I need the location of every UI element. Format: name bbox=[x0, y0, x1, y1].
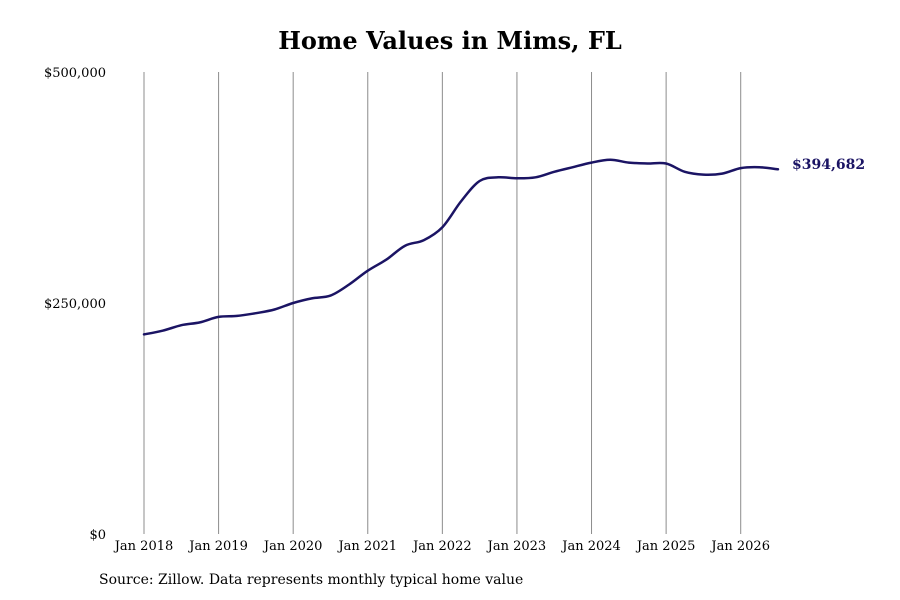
data-point bbox=[590, 162, 593, 164]
data-point bbox=[665, 162, 667, 165]
x-tick-label: Jan 2026 bbox=[709, 539, 770, 554]
data-point bbox=[404, 245, 406, 247]
data-point bbox=[572, 166, 574, 168]
data-point bbox=[740, 167, 742, 169]
chart-title: Home Values in Mims, FL bbox=[278, 26, 622, 55]
data-point bbox=[273, 308, 276, 311]
data-point bbox=[329, 295, 332, 297]
data-point bbox=[255, 312, 257, 314]
data-point bbox=[292, 302, 294, 304]
data-point bbox=[199, 321, 201, 323]
y-tick-label: $500,000 bbox=[44, 66, 106, 81]
data-point bbox=[777, 168, 779, 170]
x-tick-label: Jan 2019 bbox=[187, 539, 248, 554]
data-point bbox=[218, 316, 220, 318]
x-tick-label: Jan 2018 bbox=[113, 539, 174, 554]
x-tick-label: Jan 2020 bbox=[262, 539, 323, 554]
data-point bbox=[311, 297, 313, 299]
data-point bbox=[497, 176, 499, 178]
data-point bbox=[628, 162, 630, 164]
data-point bbox=[348, 283, 350, 286]
x-tick-label: Jan 2021 bbox=[336, 539, 397, 554]
data-point bbox=[721, 173, 723, 175]
data-point bbox=[143, 333, 145, 335]
series-line bbox=[142, 158, 780, 336]
data-point bbox=[479, 180, 481, 182]
data-point bbox=[758, 166, 761, 168]
x-tick-label: Jan 2022 bbox=[411, 539, 472, 554]
series-line-group bbox=[142, 158, 780, 336]
data-point bbox=[385, 259, 387, 261]
data-point bbox=[684, 171, 686, 173]
data-point bbox=[553, 171, 555, 173]
data-point bbox=[609, 159, 611, 161]
y-tick-label: $0 bbox=[89, 528, 106, 543]
y-axis-tick-labels: $0 $250,000 $500,000 bbox=[44, 66, 106, 543]
data-point bbox=[236, 315, 238, 317]
x-tick-label: Jan 2023 bbox=[486, 539, 547, 554]
vertical-gridlines bbox=[143, 72, 742, 534]
x-tick-label: Jan 2024 bbox=[560, 539, 621, 554]
x-tick-label: Jan 2025 bbox=[635, 539, 696, 554]
data-point bbox=[441, 226, 443, 228]
data-point bbox=[180, 324, 182, 326]
data-point bbox=[646, 162, 649, 165]
data-point bbox=[702, 174, 705, 176]
data-point bbox=[535, 176, 537, 178]
last-value-label: $394,682 bbox=[792, 157, 865, 173]
data-point bbox=[423, 239, 425, 241]
x-axis-tick-labels: Jan 2018 Jan 2019 Jan 2020 Jan 2021 Jan 2022… bbox=[113, 539, 770, 554]
data-point bbox=[460, 200, 462, 202]
data-point bbox=[162, 330, 164, 332]
data-point bbox=[367, 270, 369, 272]
source-note: Source: Zillow. Data represents monthly … bbox=[99, 572, 524, 588]
data-point bbox=[516, 177, 518, 179]
y-tick-label: $250,000 bbox=[44, 297, 106, 312]
